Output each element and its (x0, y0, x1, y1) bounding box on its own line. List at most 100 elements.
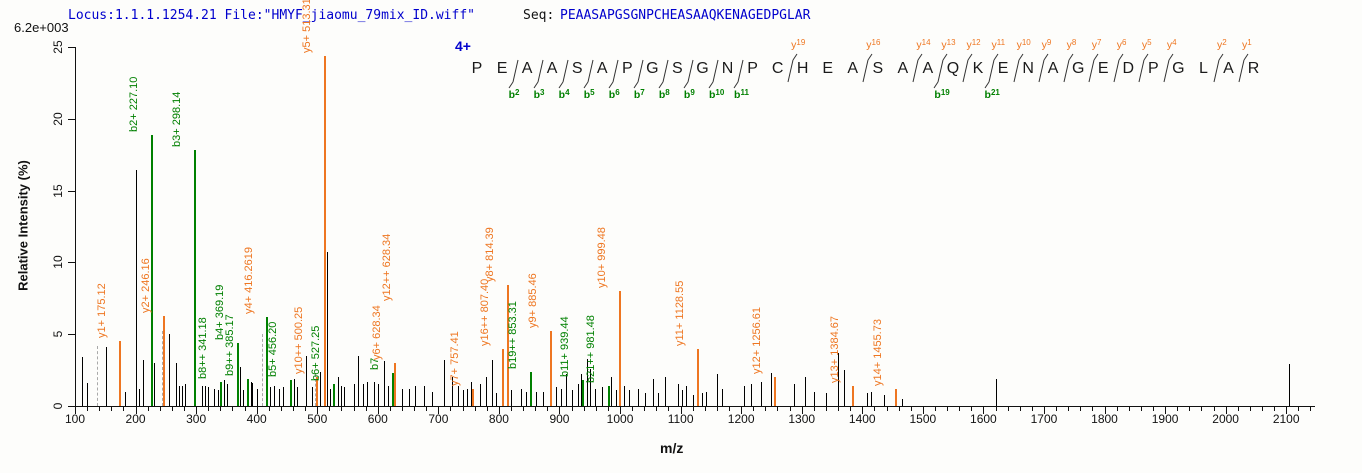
peak (581, 374, 583, 406)
x-tick (620, 407, 622, 414)
x-tick (220, 407, 222, 411)
peak (677, 384, 679, 406)
x-tick (196, 407, 198, 414)
y-axis-line (75, 47, 76, 407)
peak (383, 361, 385, 406)
x-tick (341, 407, 343, 411)
peak (326, 252, 328, 406)
x-tick (1152, 407, 1154, 411)
peak (615, 390, 617, 406)
sequence-residue: S (571, 60, 583, 77)
peak (252, 383, 254, 406)
x-tick (656, 407, 658, 411)
peak (716, 374, 718, 406)
fragmentation-mark: b8 (657, 50, 673, 101)
peak (250, 381, 252, 406)
peak (565, 374, 567, 406)
peak-label: b2+ 227.10 (127, 76, 140, 132)
x-tick (583, 407, 585, 411)
x-tick (147, 407, 149, 411)
peak (486, 377, 488, 406)
x-tick (426, 407, 428, 411)
x-tick (559, 407, 561, 414)
cut-line-icon (658, 59, 669, 89)
peak (312, 387, 314, 406)
peak (526, 391, 528, 406)
x-tick (1128, 407, 1130, 411)
cut-line-icon (533, 59, 544, 89)
y-ion-cut-label: y11 (991, 38, 1006, 51)
y-ion-cut-label: y14 (916, 38, 931, 51)
x-tick (135, 407, 137, 414)
b-ion-cut-label: b8 (658, 88, 670, 101)
sequence-residue: R (1247, 60, 1260, 77)
peak-label: y11+ 1128.55 (673, 280, 686, 346)
header-locus-file: Locus:1.1.1.1254.21 File:"HMYF_jiaomu_79… (68, 8, 475, 23)
peak (179, 385, 181, 406)
b-ion-cut-label: b6 (608, 88, 620, 101)
peak (491, 360, 493, 406)
x-tick (934, 407, 936, 411)
sequence-residue: G (646, 60, 659, 77)
sequence-residue: N (1022, 60, 1034, 77)
peak (804, 377, 806, 406)
peak-b-ion (289, 380, 292, 406)
x-tick (983, 407, 985, 414)
peak (125, 391, 127, 406)
peak-label: b21++ 981.48 (584, 314, 597, 383)
peak-label: y1+ 175.12 (96, 283, 109, 339)
x-tick-label: 1800 (1091, 412, 1118, 426)
peak (329, 388, 331, 406)
peak (701, 393, 703, 406)
peak (184, 384, 186, 406)
cut-line-icon (1138, 53, 1149, 83)
x-tick (1165, 407, 1167, 414)
x-tick (765, 407, 767, 411)
x-tick (486, 407, 488, 411)
x-tick (498, 407, 500, 414)
sequence-residue: A (922, 60, 934, 77)
x-tick (692, 407, 694, 411)
peak-b-ion (193, 150, 196, 406)
cut-line-icon (1038, 53, 1049, 83)
fragmentation-mark: b6 (607, 50, 623, 101)
y-ion-cut-label: y12 (966, 38, 981, 51)
sequence-residue: P (747, 60, 758, 77)
x-tick (777, 407, 779, 411)
y-ion-cut-label: y4 (1166, 38, 1177, 51)
peak (1289, 364, 1291, 406)
peak (169, 334, 171, 406)
x-tick (1080, 407, 1082, 411)
peak-label: y13+ 1384.67 (828, 315, 841, 383)
b-ion-cut-label: b19 (934, 88, 950, 101)
peak (293, 378, 295, 406)
peak-y-ion (506, 285, 509, 406)
x-tick (862, 407, 864, 414)
x-tick (1116, 407, 1118, 411)
peak-label: y2+ 246.16 (139, 257, 152, 313)
x-tick (729, 407, 731, 411)
x-tick-label: 300 (186, 412, 207, 426)
x-tick (1177, 407, 1179, 411)
peak (721, 388, 723, 406)
peak (274, 385, 276, 406)
peak-label: y14+ 1455.73 (872, 318, 885, 386)
peak-y-ion (851, 385, 854, 406)
x-tick (825, 407, 827, 411)
x-tick (838, 407, 840, 411)
peak (571, 390, 573, 406)
peak (536, 391, 538, 406)
x-tick (511, 407, 513, 411)
x-tick (414, 407, 416, 411)
peak (451, 377, 453, 406)
x-tick (402, 407, 404, 411)
x-tick (474, 407, 476, 411)
x-tick (813, 407, 815, 411)
cut-line-icon (733, 59, 744, 89)
peak (270, 387, 271, 406)
x-tick-label: 500 (307, 412, 328, 426)
x-tick-label: 400 (246, 412, 267, 426)
peak (813, 391, 815, 406)
peak (374, 381, 376, 406)
x-tick (1225, 407, 1227, 414)
